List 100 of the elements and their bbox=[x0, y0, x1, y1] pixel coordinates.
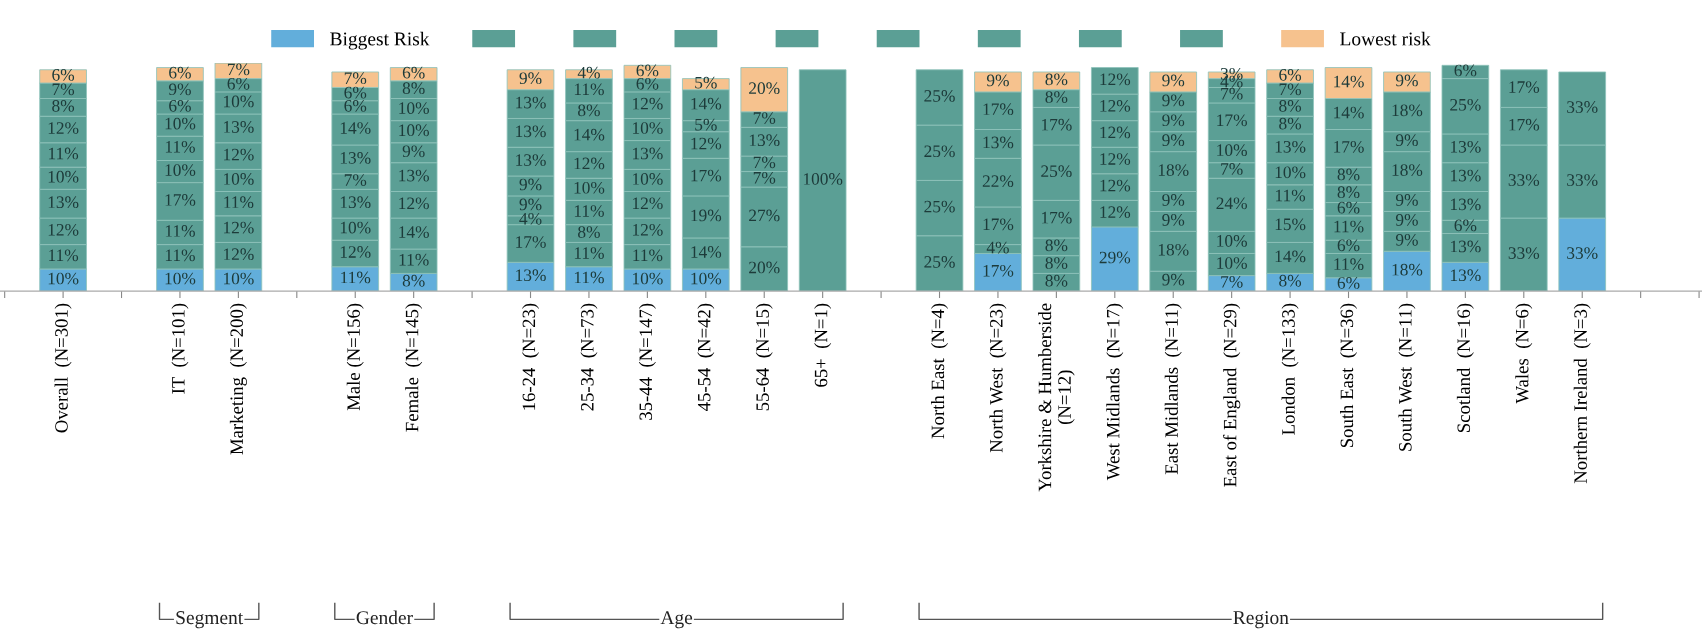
data-label: 17% bbox=[1217, 114, 1247, 127]
data-label: 6% bbox=[402, 66, 425, 79]
data-label: 6% bbox=[169, 100, 191, 112]
data-label: 8% bbox=[1045, 239, 1068, 252]
data-label: 33% bbox=[1508, 247, 1540, 259]
data-label: 5% bbox=[695, 76, 717, 89]
legend-label: Biggest Risk bbox=[330, 31, 430, 50]
legend-label: Lowest risk bbox=[1340, 31, 1431, 46]
data-label: 14% bbox=[1334, 106, 1364, 119]
data-label: 13% bbox=[1450, 169, 1481, 182]
x-tick-label: Northern Ireland (N=3) bbox=[1573, 303, 1591, 484]
data-label: 6% bbox=[1454, 219, 1477, 232]
data-label: 11% bbox=[574, 247, 604, 259]
data-label: 6% bbox=[1337, 201, 1360, 214]
data-label: 13% bbox=[983, 136, 1014, 149]
data-label: 17% bbox=[983, 218, 1014, 231]
data-label: 13% bbox=[1275, 140, 1306, 153]
data-label: 8% bbox=[1337, 168, 1360, 181]
data-label: 9% bbox=[402, 145, 425, 158]
data-label: 12% bbox=[224, 221, 254, 234]
text: Segment bbox=[176, 611, 244, 629]
x-tick-label: South East (N=36) bbox=[1340, 303, 1358, 448]
data-label: 10% bbox=[1217, 144, 1247, 157]
data-label: 10% bbox=[1217, 257, 1247, 269]
data-label: 6% bbox=[636, 64, 659, 77]
data-label: 25% bbox=[1041, 165, 1072, 178]
data-label: 17% bbox=[1509, 81, 1540, 93]
data-label: 11% bbox=[1334, 258, 1364, 271]
data-label: 10% bbox=[48, 272, 79, 285]
data-label: 17% bbox=[983, 264, 1014, 277]
x-tick-label: 35-44 (N=147) bbox=[638, 303, 656, 420]
data-label: 13% bbox=[516, 269, 546, 282]
data-label: 25% bbox=[1450, 98, 1481, 111]
data-label: 13% bbox=[1450, 198, 1481, 211]
data-label: 10% bbox=[633, 122, 663, 134]
x-tick-label: East of England (N=29) bbox=[1223, 303, 1241, 487]
text: Region bbox=[1233, 611, 1289, 629]
data-label: 10% bbox=[399, 102, 429, 114]
data-label: 7% bbox=[227, 63, 250, 76]
data-label: 12% bbox=[1100, 206, 1131, 219]
data-label: 12% bbox=[224, 248, 254, 261]
data-label: 11% bbox=[574, 205, 604, 217]
data-label: 10% bbox=[399, 124, 429, 137]
data-label: 13% bbox=[399, 169, 429, 182]
data-label: 33% bbox=[1567, 174, 1598, 186]
data-label: 33% bbox=[1508, 174, 1540, 186]
data-label: 10% bbox=[633, 173, 663, 185]
data-label: 14% bbox=[1275, 250, 1306, 263]
data-label: 19% bbox=[691, 209, 722, 222]
data-label: 9% bbox=[1395, 134, 1418, 147]
x-tick-label: 45-54 (N=42) bbox=[697, 303, 715, 411]
data-label: 10% bbox=[633, 272, 663, 285]
data-label: 7% bbox=[344, 72, 367, 85]
data-label: 9% bbox=[1162, 114, 1185, 127]
data-label: 10% bbox=[691, 272, 722, 285]
data-label: 12% bbox=[633, 97, 663, 110]
x-tick-label: 16-24 (N=23) bbox=[522, 303, 540, 410]
data-label: 10% bbox=[574, 181, 605, 194]
data-label: 9% bbox=[1395, 194, 1418, 206]
data-label: 24% bbox=[1216, 197, 1247, 210]
data-label: 25% bbox=[924, 90, 955, 102]
data-label: 8% bbox=[1045, 257, 1068, 269]
data-label: 8% bbox=[1045, 91, 1068, 103]
data-label: 10% bbox=[1217, 235, 1247, 247]
data-label: 14% bbox=[340, 122, 371, 134]
x-tick-label: Scotland (N=16) bbox=[1456, 303, 1474, 432]
data-label: 14% bbox=[1334, 75, 1364, 88]
data-label: 7% bbox=[1221, 275, 1243, 288]
data-label: 11% bbox=[165, 140, 195, 153]
data-label: 11% bbox=[574, 271, 604, 284]
data-label: 12% bbox=[691, 137, 722, 150]
x-tick-label: East Midlands (N=11) bbox=[1164, 303, 1182, 475]
data-label: 27% bbox=[749, 209, 780, 222]
data-label: 18% bbox=[1158, 164, 1189, 176]
data-label: 10% bbox=[48, 170, 79, 183]
data-label: 9% bbox=[1162, 134, 1185, 147]
data-label: 11% bbox=[165, 249, 195, 262]
data-label: 6% bbox=[227, 77, 250, 90]
data-label: 17% bbox=[1509, 118, 1540, 131]
data-label: 17% bbox=[516, 236, 546, 248]
data-label: 6% bbox=[344, 100, 367, 112]
data-label: 11% bbox=[1334, 220, 1364, 233]
data-label: 20% bbox=[749, 82, 780, 95]
data-label: 13% bbox=[340, 152, 371, 164]
data-label: 11% bbox=[49, 147, 79, 160]
data-label: 9% bbox=[1162, 94, 1185, 107]
data-label: 14% bbox=[574, 128, 605, 141]
x-tick-label: Yorkshire & Humberside (N=12) bbox=[1038, 303, 1075, 492]
data-label: 9% bbox=[1395, 74, 1418, 87]
data-label: 7% bbox=[753, 112, 776, 124]
data-label: 25% bbox=[924, 145, 955, 158]
data-label: 11% bbox=[49, 249, 79, 262]
data-label: 13% bbox=[48, 196, 79, 209]
data-label: 9% bbox=[519, 198, 542, 211]
data-label: 11% bbox=[341, 271, 371, 284]
data-label: 12% bbox=[1100, 73, 1131, 86]
x-tick-label: 65+ (N=1) bbox=[814, 303, 832, 387]
data-label: 33% bbox=[1567, 247, 1598, 259]
data-label: 12% bbox=[48, 122, 79, 134]
data-label: 7% bbox=[1279, 83, 1302, 96]
